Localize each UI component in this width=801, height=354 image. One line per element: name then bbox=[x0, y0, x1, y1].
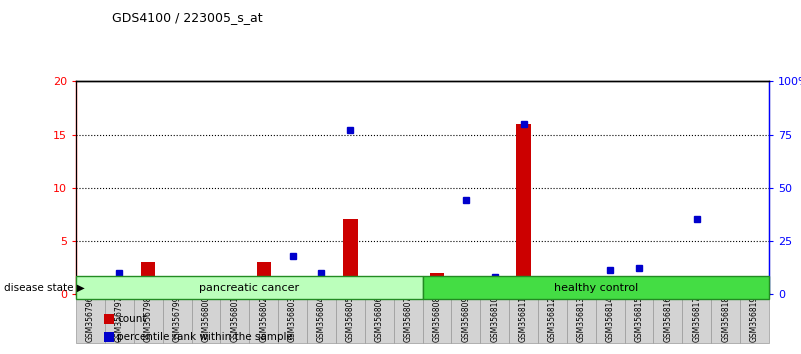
Text: GSM356814: GSM356814 bbox=[606, 295, 614, 342]
Text: percentile rank within the sample: percentile rank within the sample bbox=[117, 332, 293, 342]
Text: GSM356811: GSM356811 bbox=[519, 296, 528, 342]
Text: GSM356817: GSM356817 bbox=[692, 295, 702, 342]
Bar bbox=[690, 283, 704, 294]
Text: GSM356813: GSM356813 bbox=[577, 295, 586, 342]
Bar bbox=[134, 294, 163, 343]
Text: GSM356802: GSM356802 bbox=[260, 295, 268, 342]
Bar bbox=[430, 273, 445, 294]
Bar bbox=[682, 294, 711, 343]
Bar bbox=[220, 294, 249, 343]
Bar bbox=[661, 283, 675, 294]
Text: GSM356803: GSM356803 bbox=[288, 295, 297, 342]
Text: GSM356809: GSM356809 bbox=[461, 295, 470, 342]
Text: GSM356815: GSM356815 bbox=[634, 295, 643, 342]
Text: GSM356806: GSM356806 bbox=[375, 295, 384, 342]
Bar bbox=[596, 294, 625, 343]
Bar bbox=[307, 294, 336, 343]
Bar bbox=[625, 294, 654, 343]
Bar bbox=[314, 283, 328, 294]
Text: healthy control: healthy control bbox=[553, 282, 638, 293]
Text: GSM356816: GSM356816 bbox=[663, 295, 672, 342]
Text: GSM356800: GSM356800 bbox=[202, 295, 211, 342]
Bar bbox=[191, 294, 220, 343]
Bar bbox=[336, 294, 364, 343]
Text: GSM356798: GSM356798 bbox=[143, 295, 153, 342]
Text: GSM356808: GSM356808 bbox=[433, 295, 441, 342]
Bar bbox=[249, 294, 278, 343]
Bar bbox=[256, 262, 271, 294]
Text: GSM356801: GSM356801 bbox=[231, 295, 239, 342]
Bar bbox=[170, 283, 184, 294]
Bar bbox=[141, 262, 155, 294]
Bar bbox=[481, 294, 509, 343]
Text: GSM356796: GSM356796 bbox=[86, 295, 95, 342]
Text: GSM356807: GSM356807 bbox=[404, 295, 413, 342]
Bar bbox=[567, 294, 596, 343]
Bar bbox=[278, 294, 307, 343]
Bar bbox=[711, 294, 740, 343]
Bar bbox=[393, 294, 422, 343]
Text: disease state ▶: disease state ▶ bbox=[4, 282, 85, 293]
Text: GSM356812: GSM356812 bbox=[548, 296, 557, 342]
Bar bbox=[163, 294, 191, 343]
Bar bbox=[740, 294, 769, 343]
Text: count: count bbox=[117, 314, 147, 324]
Text: GSM356797: GSM356797 bbox=[115, 295, 124, 342]
Bar bbox=[654, 294, 682, 343]
Text: GSM356804: GSM356804 bbox=[317, 295, 326, 342]
Text: GSM356810: GSM356810 bbox=[490, 295, 499, 342]
Bar bbox=[422, 294, 452, 343]
Bar bbox=[452, 294, 481, 343]
Text: GSM356819: GSM356819 bbox=[750, 295, 759, 342]
Text: pancreatic cancer: pancreatic cancer bbox=[199, 282, 300, 293]
Bar bbox=[517, 124, 531, 294]
Text: GDS4100 / 223005_s_at: GDS4100 / 223005_s_at bbox=[112, 11, 263, 24]
Bar bbox=[76, 294, 105, 343]
Bar bbox=[538, 294, 567, 343]
Text: GSM356818: GSM356818 bbox=[721, 296, 731, 342]
Text: GSM356805: GSM356805 bbox=[346, 295, 355, 342]
Text: GSM356799: GSM356799 bbox=[173, 295, 182, 342]
Bar bbox=[364, 294, 393, 343]
Bar bbox=[105, 294, 134, 343]
Bar bbox=[509, 294, 538, 343]
Bar bbox=[343, 219, 357, 294]
